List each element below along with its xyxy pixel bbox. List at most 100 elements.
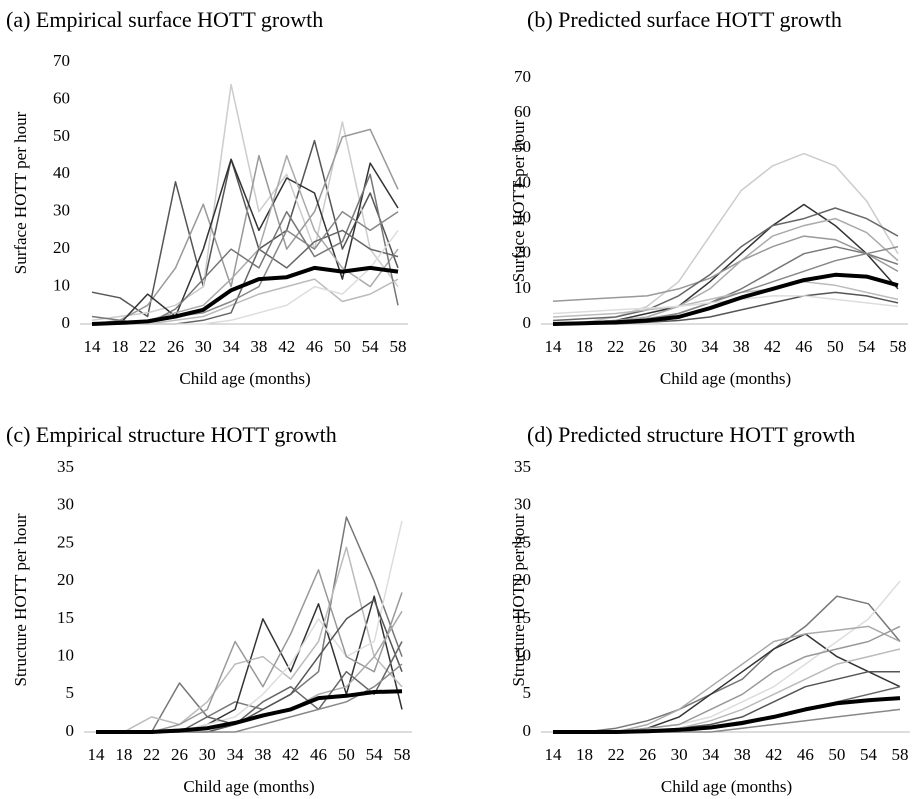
- x-tick-label: 50: [338, 745, 355, 764]
- x-tick-label: 26: [171, 745, 188, 764]
- x-tick-label: 58: [390, 337, 407, 356]
- y-tick-label: 0: [62, 313, 71, 332]
- x-tick-label: 14: [88, 745, 106, 764]
- x-tick-label: 54: [366, 745, 384, 764]
- x-tick-label: 34: [223, 337, 241, 356]
- x-tick-label: 46: [306, 337, 323, 356]
- series-line: [553, 648, 901, 733]
- series-line: [552, 217, 899, 325]
- y-tick-label: 20: [514, 243, 531, 262]
- x-tick-label: 30: [199, 745, 216, 764]
- series-line: [552, 207, 899, 322]
- x-tick-label: 58: [890, 337, 907, 356]
- y-tick-label: 40: [53, 163, 70, 182]
- y-tick-label: 5: [523, 683, 532, 702]
- x-tick-label: 22: [143, 745, 160, 764]
- y-tick-label: 0: [523, 721, 532, 740]
- x-tick-label: 22: [607, 337, 624, 356]
- y-tick-label: 70: [514, 67, 531, 86]
- x-tick-label: 42: [282, 745, 299, 764]
- y-tick-label: 10: [514, 645, 531, 664]
- x-tick-label: 42: [765, 745, 782, 764]
- series-line: [91, 128, 399, 325]
- series-line: [96, 520, 403, 733]
- x-tick-label: 14: [545, 337, 563, 356]
- x-tick-label: 26: [167, 337, 184, 356]
- x-tick-label: 58: [892, 745, 909, 764]
- y-tick-label: 30: [57, 495, 74, 514]
- x-tick-label: 18: [115, 745, 132, 764]
- y-tick-label: 25: [514, 532, 531, 551]
- chart-title: (a) Empirical surface HOTT growth: [6, 7, 323, 32]
- x-tick-label: 46: [795, 337, 812, 356]
- y-tick-label: 20: [57, 570, 74, 589]
- series-line: [96, 516, 403, 733]
- x-tick-label: 46: [797, 745, 814, 764]
- y-tick-label: 15: [514, 608, 531, 627]
- x-tick-label: 50: [334, 337, 351, 356]
- y-axis-title: Surface HOTT per hour: [509, 119, 528, 282]
- x-tick-label: 18: [111, 337, 128, 356]
- x-tick-label: 26: [639, 337, 656, 356]
- x-tick-label: 14: [84, 337, 102, 356]
- x-axis-title: Child age (months): [183, 777, 314, 796]
- x-axis-title: Child age (months): [660, 369, 791, 388]
- y-tick-label: 30: [53, 201, 70, 220]
- x-axis-title: Child age (months): [179, 369, 310, 388]
- x-tick-label: 30: [671, 745, 688, 764]
- x-tick-label: 34: [701, 337, 719, 356]
- y-tick-label: 50: [514, 137, 531, 156]
- x-tick-label: 38: [733, 337, 750, 356]
- x-tick-label: 50: [827, 337, 844, 356]
- x-tick-label: 38: [250, 337, 267, 356]
- x-tick-label: 22: [139, 337, 156, 356]
- series-line: [552, 272, 899, 326]
- y-tick-label: 25: [57, 532, 74, 551]
- y-tick-label: 15: [57, 608, 74, 627]
- y-tick-label: 30: [514, 207, 531, 226]
- series-line: [552, 203, 899, 325]
- x-tick-label: 54: [858, 337, 876, 356]
- y-tick-label: 5: [66, 683, 75, 702]
- x-tick-label: 34: [227, 745, 245, 764]
- y-tick-label: 20: [53, 238, 70, 257]
- y-tick-label: 35: [57, 457, 74, 476]
- y-tick-label: 35: [514, 457, 531, 476]
- x-tick-label: 42: [764, 337, 781, 356]
- x-tick-label: 18: [576, 337, 593, 356]
- series-line: [92, 229, 399, 325]
- series-line: [553, 595, 901, 733]
- x-tick-label: 54: [860, 745, 878, 764]
- x-tick-label: 14: [545, 745, 563, 764]
- x-tick-label: 22: [608, 745, 625, 764]
- series-line: [553, 633, 901, 733]
- y-tick-label: 40: [514, 172, 531, 191]
- y-tick-label: 60: [514, 102, 531, 121]
- x-tick-label: 38: [734, 745, 751, 764]
- y-tick-label: 50: [53, 126, 70, 145]
- y-tick-label: 60: [53, 88, 70, 107]
- series-line: [91, 83, 399, 322]
- series-line: [96, 689, 403, 734]
- y-tick-label: 0: [523, 313, 532, 332]
- series-line: [553, 580, 901, 733]
- y-axis-title: Structure HOTT per hour: [11, 513, 30, 686]
- y-tick-label: 70: [53, 51, 70, 70]
- series-line: [553, 696, 901, 734]
- x-tick-label: 30: [195, 337, 212, 356]
- x-tick-label: 46: [310, 745, 327, 764]
- series-line: [91, 265, 399, 326]
- x-tick-label: 38: [254, 745, 271, 764]
- series-line: [552, 281, 899, 318]
- x-tick-label: 18: [576, 745, 593, 764]
- y-tick-label: 30: [514, 495, 531, 514]
- x-tick-label: 26: [639, 745, 656, 764]
- y-tick-label: 10: [57, 645, 74, 664]
- x-axis-title: Child age (months): [661, 777, 792, 796]
- chart-title: (c) Empirical structure HOTT growth: [6, 422, 337, 447]
- series-line: [92, 158, 399, 325]
- x-tick-label: 54: [362, 337, 380, 356]
- y-tick-label: 0: [66, 721, 75, 740]
